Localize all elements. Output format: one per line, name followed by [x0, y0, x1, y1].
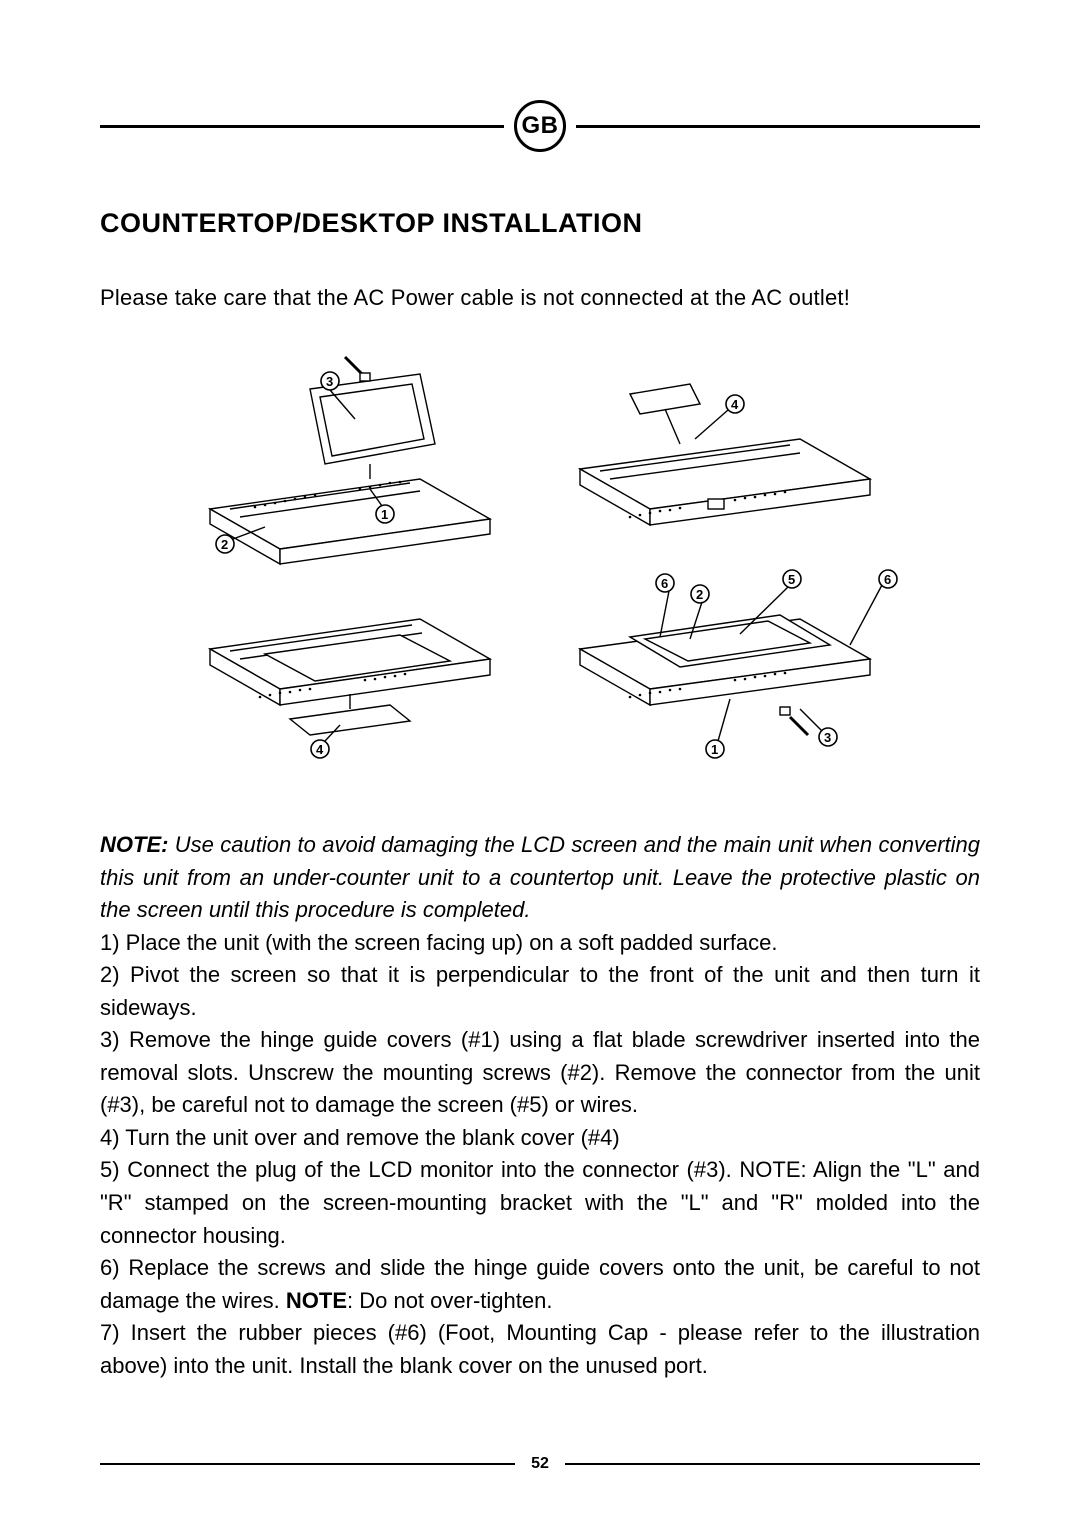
svg-text:6: 6 — [884, 572, 891, 587]
svg-text:5: 5 — [788, 572, 795, 587]
diagram-svg: 3 2 1 — [160, 349, 920, 769]
step-3: 3) Remove the hinge guide covers (#1) us… — [100, 1027, 980, 1117]
svg-text:1: 1 — [711, 742, 718, 757]
language-code: GB — [522, 112, 559, 140]
svg-text:4: 4 — [316, 742, 324, 757]
svg-text:4: 4 — [731, 397, 739, 412]
step-6-note: NOTE — [286, 1288, 347, 1313]
rule-left — [100, 125, 504, 128]
diagram-panel-4: 5 6 6 2 1 3 — [580, 570, 897, 758]
footer-rule-left — [100, 1463, 515, 1465]
section-title: COUNTERTOP/DESKTOP INSTALLATION — [100, 208, 980, 239]
body-text: NOTE: Use caution to avoid damaging the … — [100, 829, 980, 1382]
page-number: 52 — [515, 1455, 565, 1473]
svg-text:3: 3 — [824, 730, 831, 745]
svg-text:3: 3 — [326, 374, 333, 389]
note-label: NOTE: — [100, 832, 168, 857]
page-number-rule: 52 — [100, 1455, 980, 1473]
step-2: 2) Pivot the screen so that it is perpen… — [100, 962, 980, 1020]
page: GB COUNTERTOP/DESKTOP INSTALLATION Pleas… — [0, 0, 1080, 1529]
svg-text:2: 2 — [696, 587, 703, 602]
step-1: 1) Place the unit (with the screen facin… — [100, 930, 778, 955]
step-5: 5) Connect the plug of the LCD monitor i… — [100, 1157, 980, 1247]
svg-text:1: 1 — [381, 507, 388, 522]
intro-text: Please take care that the AC Power cable… — [100, 285, 980, 311]
step-6b: : Do not over-tighten. — [347, 1288, 552, 1313]
installation-diagram: 3 2 1 — [100, 339, 980, 779]
diagram-panel-2: 4 — [580, 384, 870, 525]
diagram-panel-3: 4 — [210, 619, 490, 758]
diagram-panel-1: 3 2 1 — [210, 357, 490, 564]
svg-text:6: 6 — [661, 576, 668, 591]
svg-text:2: 2 — [221, 537, 228, 552]
language-badge: GB — [514, 100, 566, 152]
rule-right — [576, 125, 980, 128]
note-text: Use caution to avoid damaging the LCD sc… — [100, 832, 980, 922]
step-7: 7) Insert the rubber pieces (#6) (Foot, … — [100, 1320, 980, 1378]
header-rule: GB — [100, 100, 980, 152]
step-4: 4) Turn the unit over and remove the bla… — [100, 1125, 620, 1150]
footer-rule-right — [565, 1463, 980, 1465]
